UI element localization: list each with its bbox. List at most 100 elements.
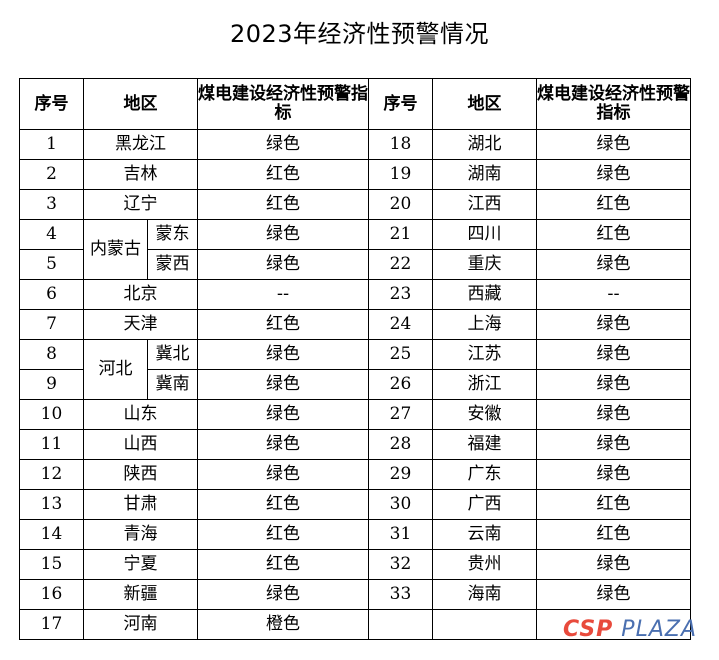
seq-cell: 32 [368,549,433,580]
table-row: 14 青海 红色 31 云南 红色 [19,519,691,550]
region-cell: 山西 [83,429,198,460]
seq-cell: 9 [19,369,84,400]
table-row: 1 黑龙江 绿色 18 湖北 绿色 [19,129,691,160]
seq-cell: 6 [19,279,84,310]
seq-cell: 10 [19,399,84,430]
table-row: 8 河北 冀北 绿色 25 江苏 绿色 [19,339,691,400]
table-row: 4 内蒙古 蒙东 绿色 21 四川 红色 [19,219,691,280]
seq-cell: 18 [368,129,433,160]
indicator-cell: -- [536,279,691,310]
indicator-cell: 绿色 [197,579,369,610]
watermark-logo: CSP PLAZA [562,617,697,642]
table-row: 9 冀南 绿色 26 浙江 绿色 [19,369,691,400]
indicator-cell: 绿色 [536,369,691,400]
indicator-cell: 红色 [197,189,369,220]
indicator-cell: 绿色 [536,249,691,280]
indicator-cell: 绿色 [536,309,691,340]
region-cell: 江西 [432,189,537,220]
indicator-cell: 红色 [197,519,369,550]
seq-cell: 13 [19,489,84,520]
table-row: 6 北京 -- 23 西藏 -- [19,279,691,310]
table-row: 5 蒙西 绿色 22 重庆 绿色 [19,249,691,280]
seq-cell: 25 [368,339,433,370]
seq-cell: 26 [368,369,433,400]
sub-region-cell: 蒙东 [147,219,198,250]
seq-cell: 29 [368,459,433,490]
region-group-cell: 河北 [83,339,148,400]
region-cell: 云南 [432,519,537,550]
seq-cell: 20 [368,189,433,220]
indicator-cell: 红色 [536,519,691,550]
table-body: 序号 地区 煤电建设经济性预警指标 序号 地区 煤电建设经济性预警指标 1 黑龙江… [19,78,691,640]
region-cell: 湖南 [432,159,537,190]
empty-cell [368,609,433,640]
header-region: 地区 [83,78,198,130]
seq-cell: 22 [368,249,433,280]
sub-region-cell: 蒙西 [147,249,198,280]
region-cell: 西藏 [432,279,537,310]
seq-cell: 7 [19,309,84,340]
indicator-cell: 绿色 [197,339,369,370]
indicator-cell: 红色 [197,549,369,580]
region-cell: 安徽 [432,399,537,430]
table-row: 16 新疆 绿色 33 海南 绿色 [19,579,691,610]
sub-region-cell: 冀南 [147,369,198,400]
region-cell: 广东 [432,459,537,490]
region-cell: 重庆 [432,249,537,280]
seq-cell: 3 [19,189,84,220]
region-cell: 甘肃 [83,489,198,520]
indicator-cell: 绿色 [197,399,369,430]
seq-cell: 28 [368,429,433,460]
seq-cell: 12 [19,459,84,490]
table-row: 12 陕西 绿色 29 广东 绿色 [19,459,691,490]
seq-cell: 5 [19,249,84,280]
table-header-row: 序号 地区 煤电建设经济性预警指标 序号 地区 煤电建设经济性预警指标 [19,78,691,130]
table-row: 10 山东 绿色 27 安徽 绿色 [19,399,691,430]
region-cell: 陕西 [83,459,198,490]
seq-cell: 17 [19,609,84,640]
seq-cell: 2 [19,159,84,190]
region-cell: 福建 [432,429,537,460]
region-cell: 山东 [83,399,198,430]
empty-cell [536,609,691,640]
header-region-right: 地区 [432,78,537,130]
region-cell: 天津 [83,309,198,340]
region-cell: 海南 [432,579,537,610]
indicator-cell: 绿色 [197,429,369,460]
indicator-cell: 绿色 [536,429,691,460]
indicator-cell: 橙色 [197,609,369,640]
seq-cell: 11 [19,429,84,460]
indicator-cell: 红色 [197,159,369,190]
region-cell: 贵州 [432,549,537,580]
seq-cell: 14 [19,519,84,550]
region-cell: 黑龙江 [83,129,198,160]
region-cell: 河南 [83,609,198,640]
indicator-cell: 绿色 [197,129,369,160]
region-cell: 宁夏 [83,549,198,580]
page-title: 2023年经济性预警情况 [229,20,490,48]
indicator-cell: 绿色 [536,129,691,160]
region-cell: 青海 [83,519,198,550]
indicator-cell: 红色 [197,309,369,340]
indicator-cell: 绿色 [197,249,369,280]
region-cell: 江苏 [432,339,537,370]
region-cell: 浙江 [432,369,537,400]
seq-cell: 15 [19,549,84,580]
region-cell: 广西 [432,489,537,520]
header-seq-right: 序号 [368,78,433,130]
region-group-cell: 内蒙古 [83,219,148,280]
header-indicator: 煤电建设经济性预警指标 [197,78,369,130]
indicator-cell: 绿色 [197,219,369,250]
indicator-cell: 红色 [536,219,691,250]
indicator-cell: 绿色 [536,459,691,490]
table-row: 3 辽宁 红色 20 江西 红色 [19,189,691,220]
seq-cell: 33 [368,579,433,610]
seq-cell: 8 [19,339,84,370]
indicator-cell: 红色 [536,189,691,220]
table-row: 17 河南 橙色 [19,609,691,640]
region-cell: 北京 [83,279,198,310]
table-row: 15 宁夏 红色 32 贵州 绿色 [19,549,691,580]
indicator-cell: -- [197,279,369,310]
seq-cell: 30 [368,489,433,520]
indicator-cell: 绿色 [536,159,691,190]
